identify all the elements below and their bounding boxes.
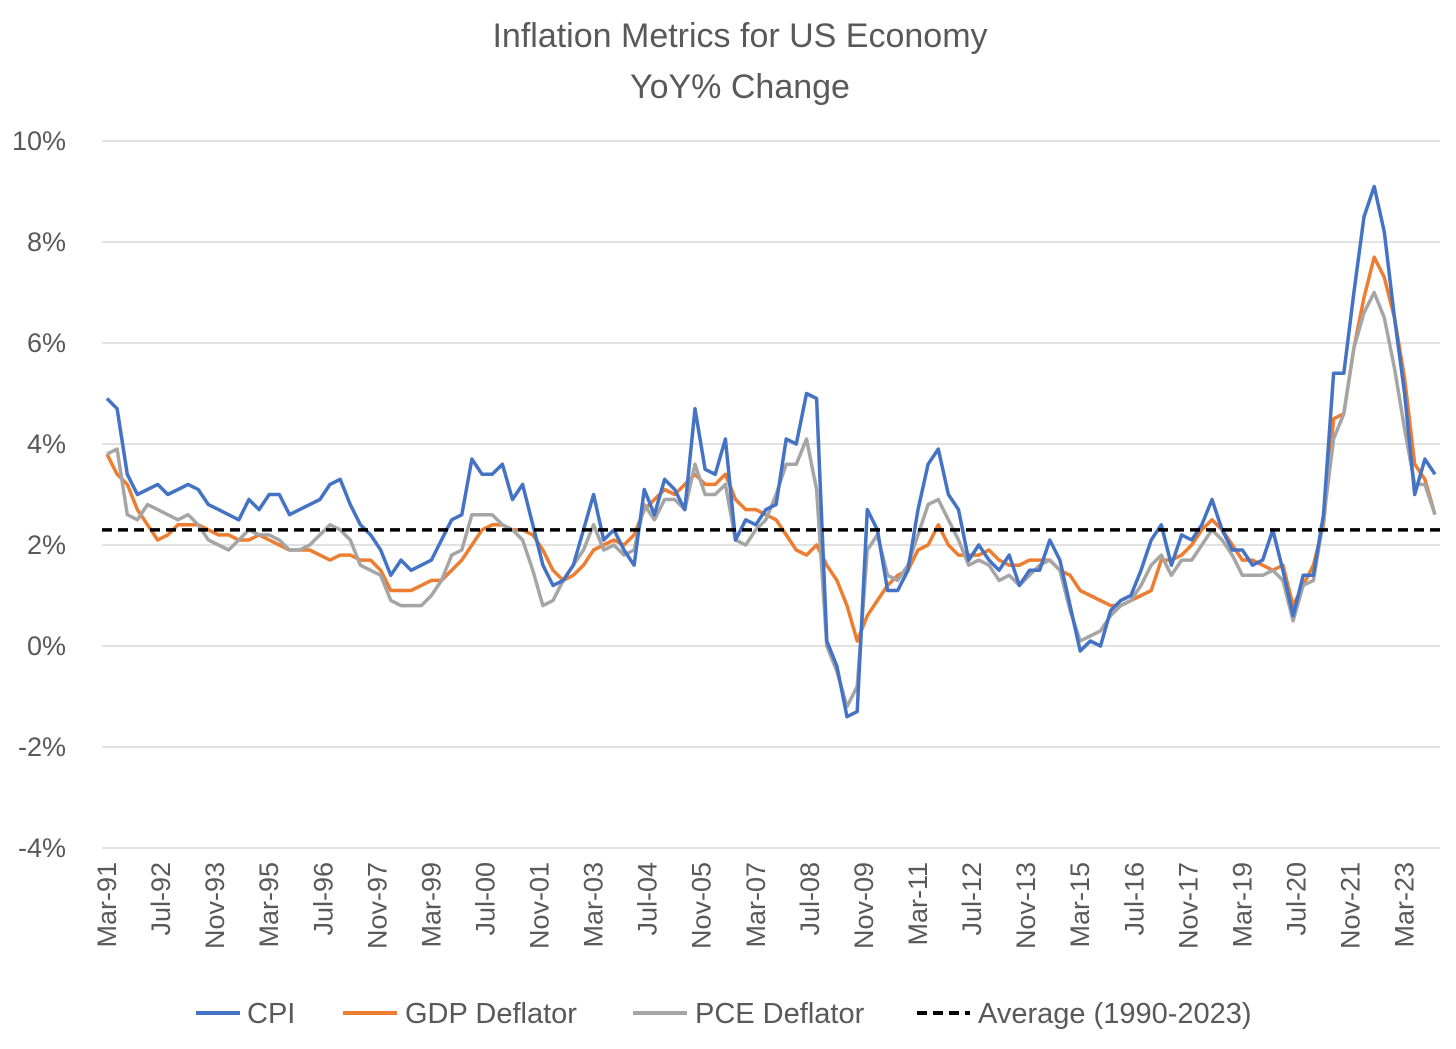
- x-tick-label: Nov-13: [1011, 862, 1041, 949]
- x-tick-label: Jul-12: [957, 862, 987, 936]
- y-axis-tick-labels: 10% 8% 6% 4% 2% 0% -2% -4%: [12, 126, 66, 863]
- series-lines: [102, 184, 1440, 719]
- x-tick-label: Jul-00: [470, 862, 500, 936]
- x-tick-label: Mar-07: [741, 862, 771, 948]
- legend-item-average: Average (1990-2023): [917, 998, 1252, 1030]
- x-tick-label: Nov-93: [200, 862, 230, 949]
- x-tick-label: Mar-15: [1065, 862, 1095, 948]
- legend-item-cpi: CPI: [196, 998, 295, 1030]
- legend-item-gdp-deflator: GDP Deflator: [343, 998, 577, 1030]
- y-tick-label: -2%: [18, 732, 66, 762]
- legend-label-average: Average (1990-2023): [978, 998, 1252, 1030]
- series-line-pce-deflator: [106, 290, 1437, 709]
- x-tick-label: Mar-11: [903, 862, 933, 946]
- x-tick-label: Nov-97: [362, 862, 392, 949]
- y-tick-label: 8%: [27, 227, 66, 257]
- legend-item-pce-deflator: PCE Deflator: [633, 998, 865, 1030]
- y-tick-label: 2%: [27, 530, 66, 560]
- x-tick-label: Nov-21: [1336, 862, 1366, 949]
- legend-label-cpi: CPI: [247, 998, 295, 1030]
- y-tick-label: 0%: [27, 631, 66, 661]
- x-tick-label: Nov-05: [687, 862, 717, 949]
- y-tick-label: 4%: [27, 429, 66, 459]
- x-tick-label: Jul-04: [633, 862, 663, 936]
- legend: CPI GDP Deflator PCE Deflator Average (1…: [196, 998, 1252, 1030]
- x-tick-label: Jul-16: [1119, 862, 1149, 936]
- x-tick-label: Jul-92: [146, 862, 176, 936]
- x-tick-label: Nov-09: [849, 862, 879, 949]
- x-tick-label: Mar-03: [579, 862, 609, 948]
- x-tick-label: Mar-95: [254, 862, 284, 948]
- x-axis-tick-labels: Mar-91 Jul-92 Nov-93 Mar-95 Jul-96 Nov-97 Mar-…: [92, 862, 1420, 949]
- x-tick-label: Nov-01: [525, 862, 555, 949]
- x-tick-label: Nov-17: [1173, 862, 1203, 949]
- x-tick-label: Jul-20: [1281, 862, 1311, 936]
- y-tick-label: -4%: [18, 833, 66, 863]
- y-tick-label: 10%: [12, 126, 66, 156]
- legend-label-pce-deflator: PCE Deflator: [695, 998, 865, 1030]
- x-tick-label: Jul-96: [308, 862, 338, 936]
- legend-label-gdp-deflator: GDP Deflator: [405, 998, 577, 1030]
- chart-title: Inflation Metrics for US Economy: [492, 17, 987, 55]
- x-tick-label: Mar-99: [416, 862, 446, 948]
- x-tick-label: Mar-91: [92, 862, 122, 948]
- x-tick-label: Mar-19: [1227, 862, 1257, 948]
- gridlines: [102, 140, 1440, 849]
- chart-subtitle: YoY% Change: [630, 68, 850, 106]
- x-tick-label: Jul-08: [795, 862, 825, 936]
- x-tick-label: Mar-23: [1390, 862, 1420, 948]
- series-line-cpi: [105, 184, 1437, 719]
- y-tick-label: 6%: [27, 328, 66, 358]
- series-line-gdp-deflator: [105, 255, 1437, 643]
